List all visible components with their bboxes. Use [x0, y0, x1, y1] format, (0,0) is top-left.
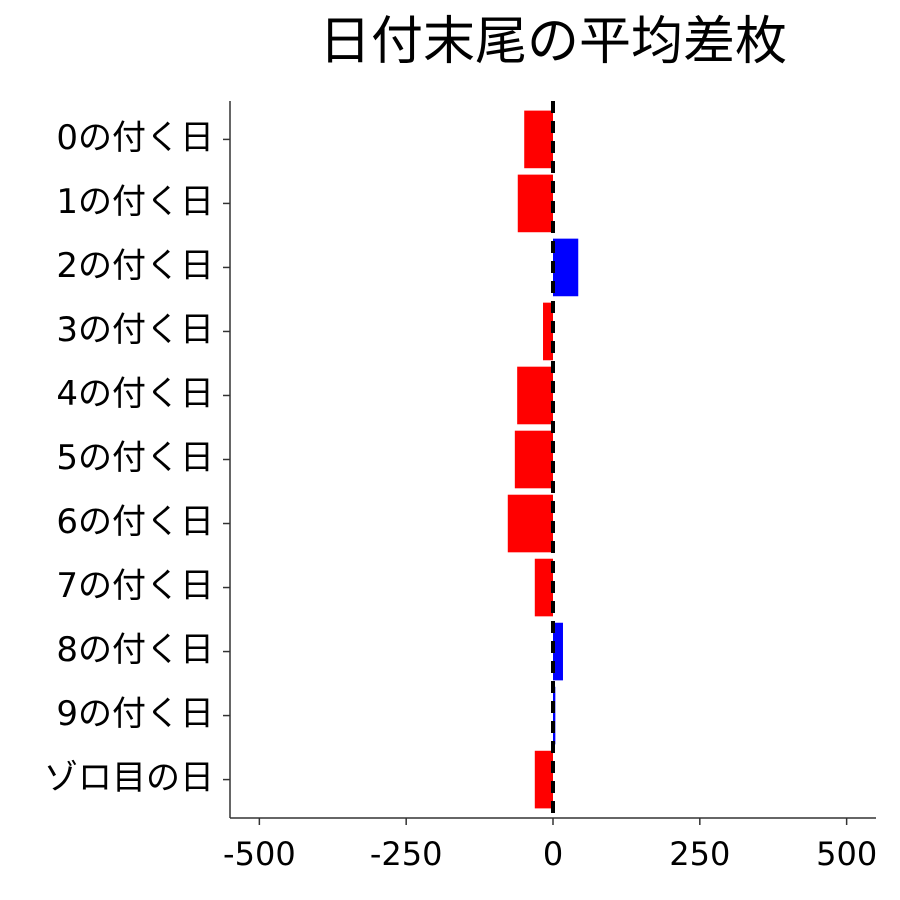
x-tick-label: 0 [543, 835, 563, 873]
x-tick-label: -250 [370, 835, 443, 873]
y-tick-label: 1の付く日 [56, 182, 214, 222]
x-tick-label: 500 [816, 835, 877, 873]
y-tick-label: 8の付く日 [56, 630, 214, 670]
bar [514, 430, 553, 489]
y-tick-label: 2の付く日 [56, 246, 214, 286]
bar [553, 238, 579, 297]
y-tick-label: 9の付く日 [56, 694, 214, 734]
bar [517, 366, 553, 425]
bar [543, 302, 553, 361]
bar [553, 686, 556, 745]
y-tick-label: 4の付く日 [56, 374, 214, 414]
y-tick-label: 5の付く日 [56, 438, 214, 478]
y-tick-label: 3の付く日 [56, 310, 214, 350]
y-tick-label: 7の付く日 [56, 566, 214, 606]
bar [534, 558, 553, 617]
bar [507, 494, 553, 553]
y-tick-label: 0の付く日 [56, 118, 214, 158]
bar [524, 110, 553, 169]
y-tick-label: ゾロ目の日 [44, 758, 214, 798]
bar [534, 750, 553, 809]
x-tick-label: -500 [223, 835, 296, 873]
x-tick-label: 250 [669, 835, 730, 873]
chart-title: 日付末尾の平均差枚 [319, 12, 787, 72]
y-tick-label: 6の付く日 [56, 502, 214, 542]
bar [553, 622, 563, 681]
bar [517, 174, 553, 233]
